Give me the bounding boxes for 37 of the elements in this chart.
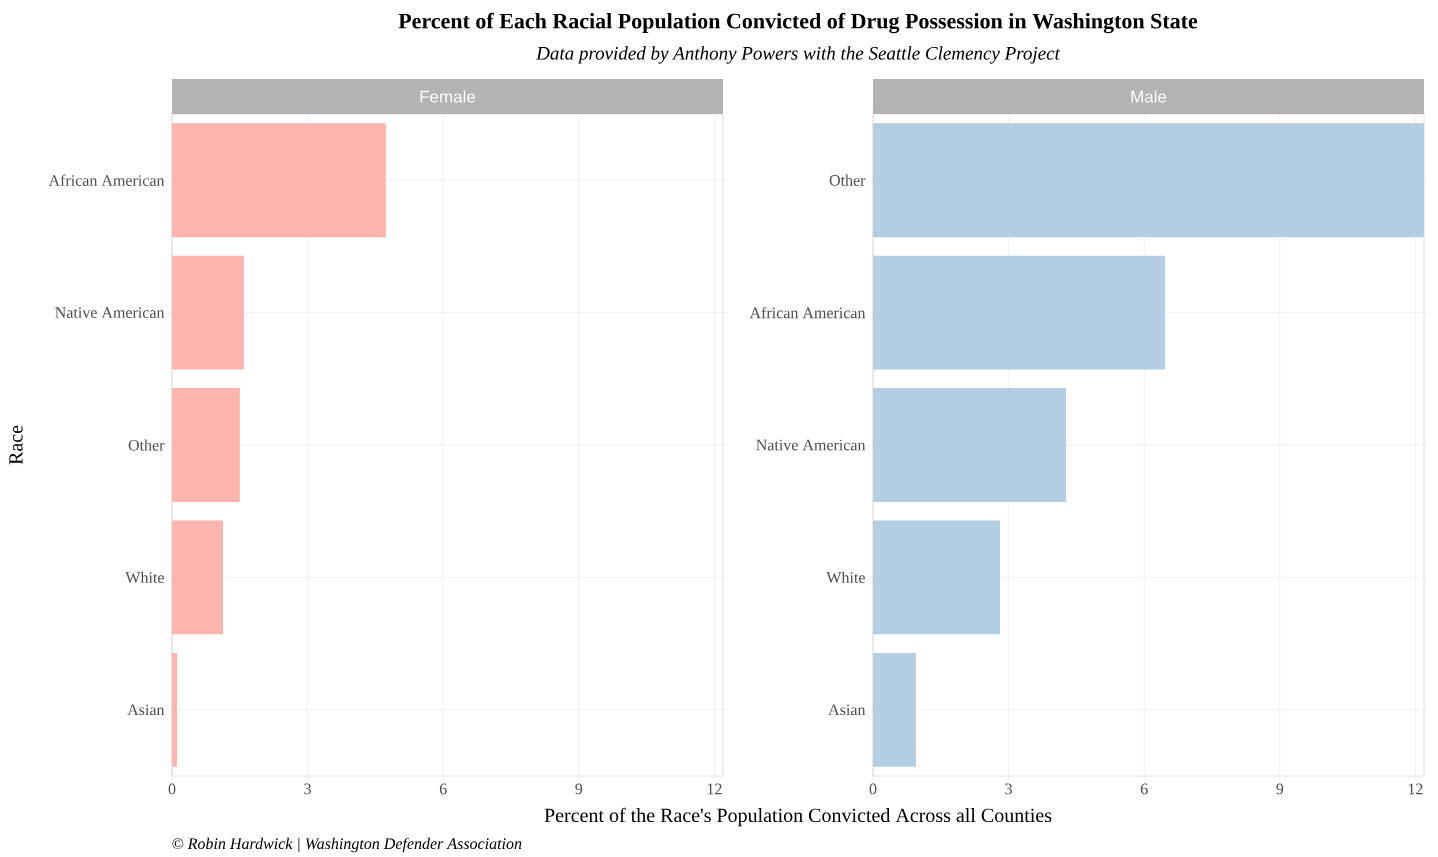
x-tick-label: 6 [439, 783, 447, 795]
y-tick-label: Other [829, 174, 866, 186]
y-tick-label: Native American [756, 439, 866, 451]
y-axis-title: Race [9, 425, 23, 465]
text: Data provided by Anthony Powers with the Seattle Clemency Project [535, 46, 1061, 64]
bar [873, 388, 1067, 502]
x-tick-label: 6 [1140, 783, 1148, 795]
bar [873, 520, 1001, 635]
y-tick-label: White [826, 571, 865, 584]
bar [172, 388, 240, 502]
x-tick-label: 0 [168, 783, 176, 795]
series-label: Male [1131, 90, 1167, 103]
bar [172, 520, 224, 635]
y-tick-label: Asian [127, 704, 165, 716]
text: Female [420, 90, 476, 103]
bar [873, 652, 916, 767]
text: Percent of Each Racial Population Convicted of Drug Possession in Washington State [398, 12, 1198, 34]
text: © Robin Hardwick | Washington Defender Association [172, 837, 522, 853]
x-tick-label: 3 [304, 783, 311, 795]
x-tick-label: 0 [869, 783, 877, 795]
bar [172, 123, 386, 238]
x-tick-label: 3 [1005, 783, 1012, 795]
x-tick-label: 12 [707, 783, 722, 795]
x-tick-label: 9 [575, 783, 583, 795]
y-tick-label: Native American [55, 307, 165, 318]
bar [172, 255, 244, 370]
y-tick-label: Asian [828, 704, 866, 716]
y-tick-label: White [125, 571, 164, 584]
x-tick-label: 9 [1276, 783, 1284, 795]
x-axis-title: Percent of the Race's Population Convicted Across all Counties [544, 807, 1052, 827]
bar [873, 123, 1425, 238]
y-tick-label: African American [749, 306, 866, 319]
bar [873, 255, 1166, 370]
y-tick-label: Other [128, 439, 165, 451]
bar [172, 652, 177, 767]
y-tick-label: African American [48, 174, 165, 186]
x-tick-label: 12 [1408, 783, 1423, 795]
